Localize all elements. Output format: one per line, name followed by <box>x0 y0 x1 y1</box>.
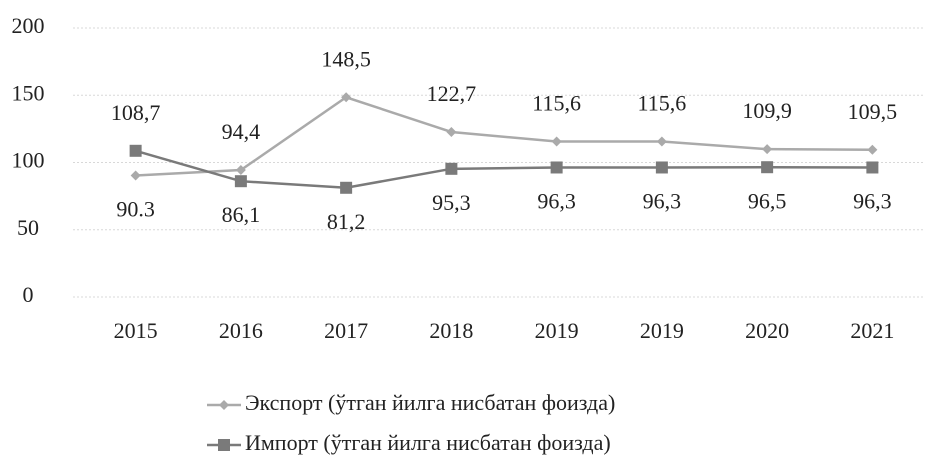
marker <box>866 161 879 174</box>
y-tick-label: 0 <box>23 282 34 307</box>
data-label: 109,9 <box>742 98 792 123</box>
marker <box>219 400 229 410</box>
marker <box>656 136 667 147</box>
x-tick-label: 2018 <box>429 318 473 343</box>
x-tick-label: 2016 <box>219 318 263 343</box>
data-label: 96,3 <box>537 189 576 214</box>
marker <box>655 161 668 174</box>
y-tick-label: 200 <box>12 13 45 38</box>
marker <box>130 170 141 181</box>
x-tick-label: 2019 <box>640 318 684 343</box>
marker <box>446 126 457 137</box>
x-tick-label: 2020 <box>745 318 789 343</box>
x-tick-label: 2019 <box>535 318 579 343</box>
data-label: 115,6 <box>638 91 687 116</box>
marker <box>341 92 352 103</box>
x-tick-label: 2017 <box>324 318 368 343</box>
data-label: 109,5 <box>848 99 898 124</box>
marker <box>867 144 878 155</box>
data-label: 148,5 <box>321 46 371 71</box>
legend-label: Импорт (ўтган йилга нисбатан фоизда) <box>245 430 611 455</box>
series-line <box>135 95 873 177</box>
data-label: 96,3 <box>643 189 682 214</box>
series-line <box>135 149 873 190</box>
data-label: 95,3 <box>432 190 471 215</box>
data-label: 115,6 <box>532 91 581 116</box>
data-label: 90.3 <box>116 197 155 222</box>
marker <box>551 136 562 147</box>
marker <box>445 162 458 175</box>
x-tick-label: 2021 <box>850 318 894 343</box>
marker <box>235 165 246 176</box>
y-tick-label: 100 <box>12 148 45 173</box>
marker <box>234 175 247 188</box>
data-label: 96,5 <box>748 188 787 213</box>
data-label: 122,7 <box>427 81 477 106</box>
data-label: 94,4 <box>222 119 261 144</box>
marker <box>761 161 774 174</box>
data-label: 96,3 <box>853 189 892 214</box>
data-label: 86,1 <box>222 202 261 227</box>
x-tick-label: 2015 <box>114 318 158 343</box>
data-label: 81,2 <box>327 209 366 234</box>
y-tick-label: 150 <box>12 80 45 105</box>
y-tick-label: 50 <box>17 215 39 240</box>
marker <box>550 161 563 174</box>
marker <box>340 181 353 194</box>
marker <box>762 144 773 155</box>
legend-label: Экспорт (ўтган йилга нисбатан фоизда) <box>245 390 615 415</box>
marker <box>218 439 230 451</box>
marker <box>129 144 142 157</box>
data-label: 108,7 <box>111 100 161 125</box>
